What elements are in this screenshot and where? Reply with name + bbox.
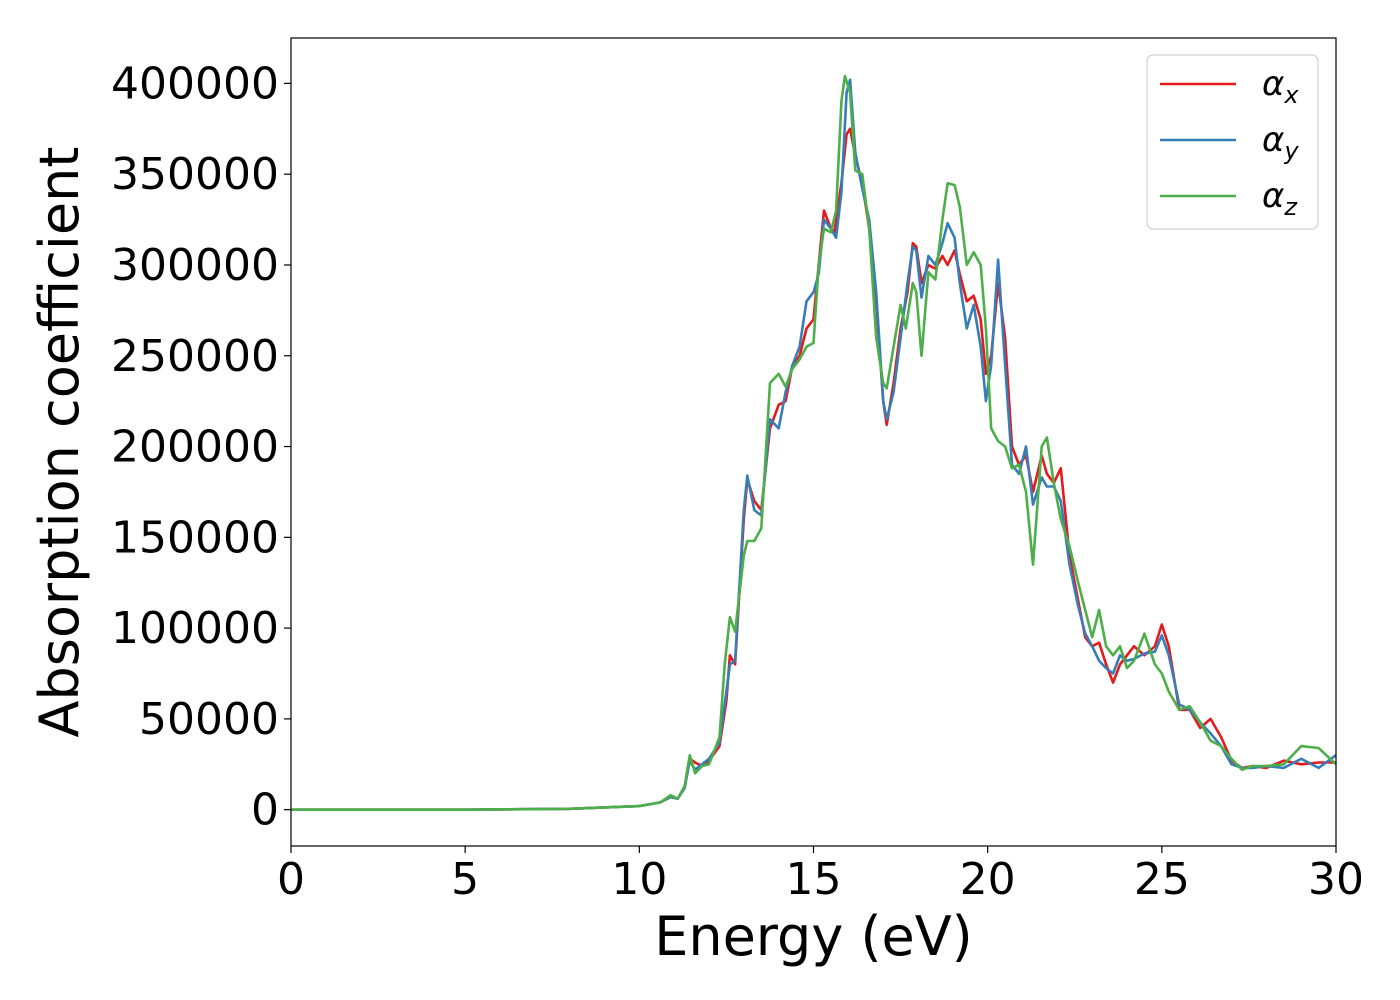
x-tick-label: 15: [786, 854, 842, 905]
x-tick-label: 30: [1308, 854, 1364, 905]
y-tick-label: 150000: [111, 512, 279, 563]
x-tick-label: 20: [960, 854, 1016, 905]
y-tick-label: 400000: [111, 58, 279, 109]
y-tick-label: 250000: [111, 331, 279, 382]
x-tick-label: 25: [1134, 854, 1190, 905]
legend-label-z: αz: [1262, 176, 1298, 221]
legend: αx αy αz: [1146, 54, 1319, 230]
y-tick-label: 350000: [111, 149, 279, 200]
y-tick-label: 50000: [139, 694, 279, 745]
x-axis: 0 5 10 15 20 25 30: [277, 846, 1364, 905]
y-tick-label: 100000: [111, 603, 279, 654]
legend-box: [1146, 54, 1319, 230]
legend-label-x: αx: [1262, 64, 1299, 109]
y-axis: 0 50000 100000 150000 200000 250000 300000 3500…: [111, 58, 291, 836]
x-tick-label: 5: [451, 854, 479, 905]
x-tick-label: 0: [277, 854, 305, 905]
series-layer: [291, 74, 1337, 811]
y-axis-title: Absorption coefficient: [28, 147, 91, 738]
series-line-z: [291, 74, 1337, 811]
x-axis-title: Energy (eV): [654, 905, 973, 968]
y-tick-label: 0: [251, 785, 279, 836]
legend-label-y: αy: [1262, 120, 1299, 165]
y-tick-label: 200000: [111, 422, 279, 473]
y-tick-label: 300000: [111, 240, 279, 291]
x-tick-label: 10: [611, 854, 667, 905]
